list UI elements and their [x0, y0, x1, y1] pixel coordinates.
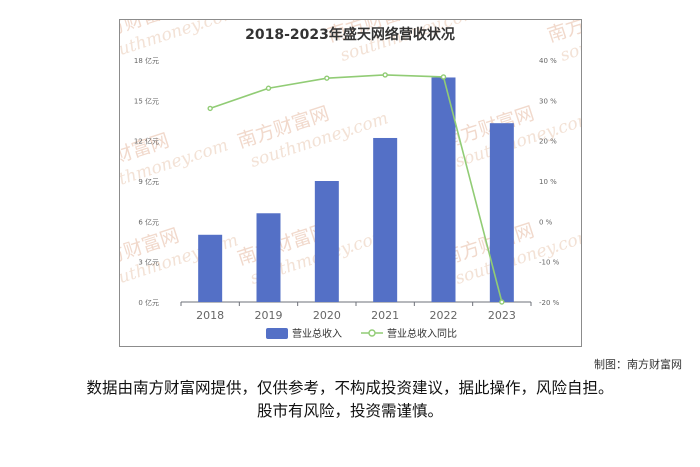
- bar-2019: [256, 213, 281, 302]
- y-left-tick-label: 9 亿元: [138, 177, 159, 186]
- yoy-point-2018: [207, 105, 213, 112]
- x-tick-label: 2019: [255, 309, 283, 322]
- disclaimer-line-1: 数据由南方财富网提供，仅供参考，不构成投资建议，据此操作，风险自担。: [86, 379, 614, 397]
- yoy-point-2021: [382, 72, 388, 78]
- bar-2021: [373, 137, 398, 302]
- chart-frame: 南方财富网 southmoney.com 南方财富网 southmoney.com 南方…: [119, 19, 582, 347]
- bar-2022: [431, 77, 456, 302]
- y-left-tick-label: 18 亿元: [134, 56, 159, 65]
- y-left-tick-label: 0 亿元: [138, 298, 159, 307]
- chart-credit: 制图：南方财富网: [594, 358, 682, 371]
- yoy-point-2022: [440, 74, 447, 80]
- yoy-point-2023: [499, 299, 505, 305]
- y-right-tick-label: 20 %: [539, 138, 557, 146]
- legend: 营业总收入 营业总收入同比: [266, 327, 457, 340]
- disclaimer: 数据由南方财富网提供，仅供参考，不构成投资建议，据此操作，风险自担。 股市有风险…: [0, 377, 700, 423]
- x-tick-label: 2022: [430, 309, 458, 322]
- y-right-tick-label: -20 %: [539, 299, 560, 307]
- legend-line-label: 营业总收入同比: [387, 327, 457, 340]
- x-tick-label: 2020: [313, 309, 341, 322]
- yoy-point-2020: [324, 75, 330, 81]
- y-right-tick-label: 30 %: [539, 97, 557, 105]
- chart-title: 2018-2023年盛天网络营收状况: [245, 26, 455, 43]
- legend-bar-swatch: [266, 328, 288, 339]
- disclaimer-line-2: 股市有风险，投资需谨慎。: [256, 402, 443, 420]
- x-tick-label: 2021: [371, 309, 399, 322]
- legend-line-marker: [368, 329, 376, 337]
- y-right-tick-label: 10 %: [539, 178, 557, 186]
- y-right-tick-label: 40 %: [539, 57, 557, 65]
- bar-2018: [198, 234, 223, 302]
- y-left-tick-label: 6 亿元: [138, 217, 159, 226]
- bar-2023: [489, 123, 514, 302]
- y-left-tick-label: 3 亿元: [138, 258, 159, 267]
- yoy-line: [209, 74, 503, 303]
- yoy-point-2019: [265, 85, 272, 91]
- y-right-tick-label: 0 %: [539, 218, 553, 226]
- y-left-tick-label: 12 亿元: [134, 137, 159, 146]
- x-tick-label: 2018: [196, 309, 224, 322]
- legend-bar-label: 营业总收入: [292, 327, 342, 340]
- x-tick-label: 2023: [488, 309, 516, 322]
- y-right-tick-label: -10 %: [539, 259, 560, 267]
- y-left-tick-label: 15 亿元: [134, 96, 159, 105]
- plot-area: 0 亿元 3 亿元 6 亿元 9 亿元 12 亿元 15 亿元 18 亿元 -20 % -10 …: [134, 56, 560, 322]
- bar-2020: [314, 181, 339, 302]
